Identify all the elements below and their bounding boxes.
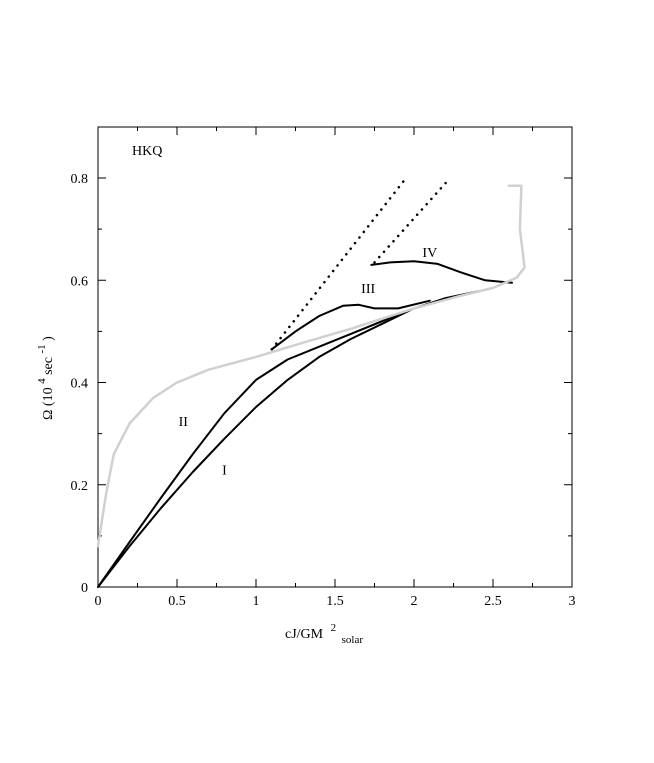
curve-label: II: [179, 415, 189, 430]
series-line-III: [270, 299, 431, 351]
x-tick-label: 1.5: [326, 594, 344, 609]
series-line-II: [97, 312, 403, 588]
curve-label: IV: [422, 246, 437, 261]
ticks: 0 0.5 1 1.5 2 2.5 3 0 0.2 0.4 0.6 0.8: [71, 127, 576, 609]
y-tick-label: 0.2: [71, 479, 89, 494]
x-tick-label: 0.5: [168, 594, 186, 609]
x-tick-label: 2.5: [484, 594, 502, 609]
series-line-extra-5: [270, 176, 408, 351]
x-tick-label: 3: [569, 594, 576, 609]
series-line-IV: [370, 260, 513, 284]
x-axis-title-main: cJ/GM: [285, 627, 324, 642]
x-tick-label: 1: [253, 594, 260, 609]
x-axis-title-sup: 2: [331, 622, 337, 634]
x-tick-label: 2: [411, 594, 418, 609]
curve-label: I: [222, 464, 227, 479]
plot-frame: [97, 126, 573, 588]
x-axis-title-sub: solar: [342, 634, 364, 646]
y-tick-label: 0.6: [71, 274, 89, 289]
y-axis-title-unit: sec: [41, 357, 56, 375]
y-axis-title-main: Ω (10: [41, 387, 56, 420]
series-line-extra-4: [96, 184, 526, 548]
series-group: [96, 176, 526, 588]
y-axis-title: Ω (10 4 sec -1 ): [34, 336, 56, 420]
x-axis-title: cJ/GM 2 solar: [285, 620, 363, 646]
y-axis-title-sup: 4: [36, 378, 48, 384]
y-tick-label: 0.8: [71, 172, 89, 187]
y-tick-label: 0: [81, 581, 88, 596]
y-axis-title-unit-sup: -1: [36, 344, 48, 353]
y-tick-label: 0.4: [71, 377, 89, 392]
y-axis-title-close: ): [41, 336, 56, 341]
series-line-I: [97, 290, 479, 588]
panel-label: HKQ: [132, 144, 162, 159]
x-tick-label: 0: [95, 594, 102, 609]
curve-label: III: [361, 282, 375, 297]
